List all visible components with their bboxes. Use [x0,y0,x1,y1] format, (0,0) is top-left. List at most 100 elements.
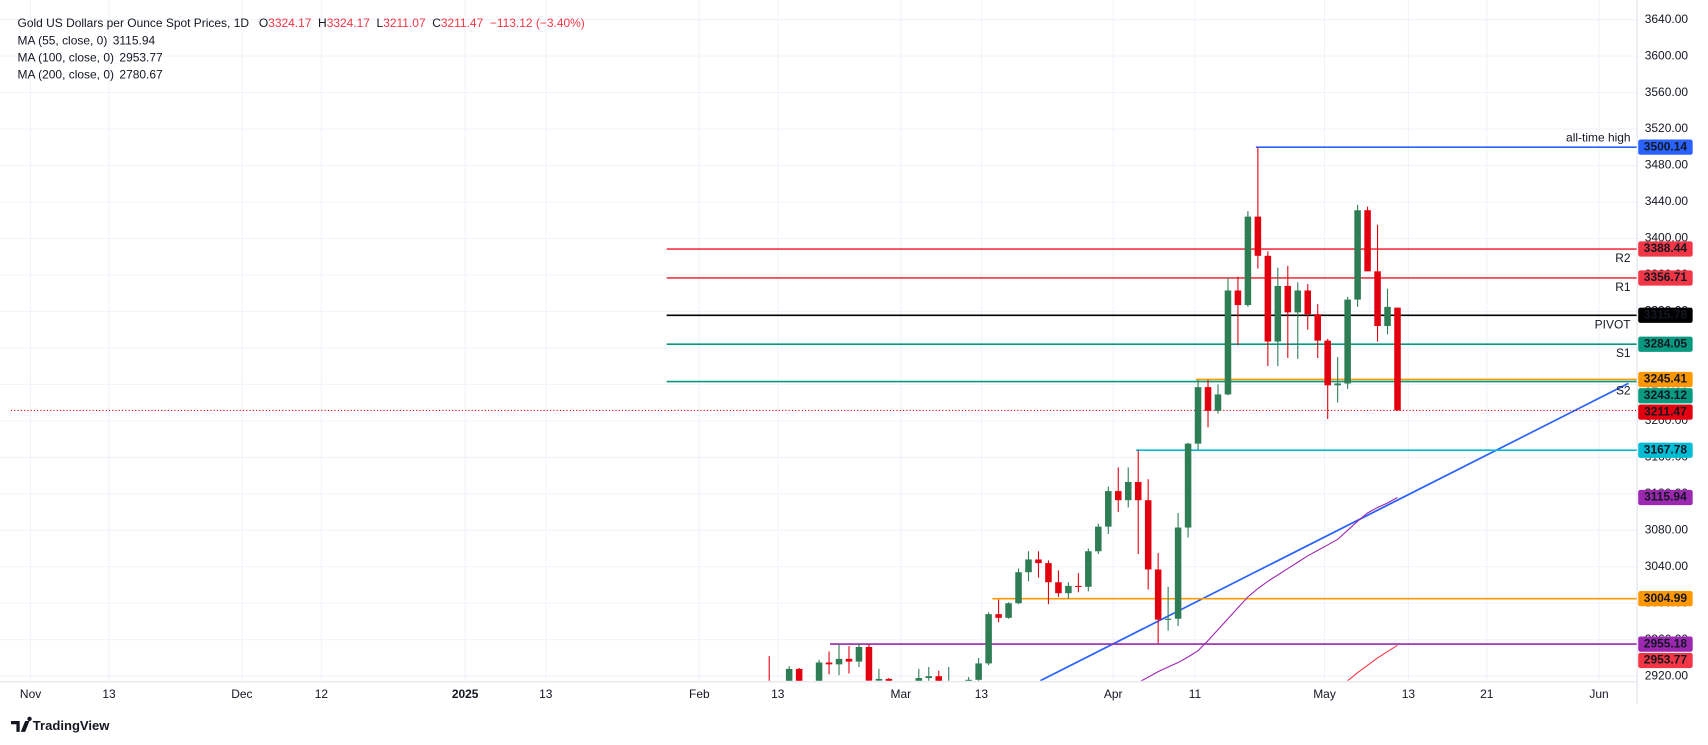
moving-average [1347,644,1398,681]
price-tag-label: 3167.78 [1644,442,1688,456]
y-tick-label: 3400.00 [1645,231,1689,245]
candle-body [885,678,893,681]
candle-body [1264,255,1272,342]
x-tick-label: 13 [975,687,989,701]
x-tick-label: 13 [1402,687,1416,701]
grid [0,0,1638,681]
candle-body [1015,572,1022,604]
candle-body [1284,285,1292,313]
candle-body [1174,527,1182,619]
candle-body [1314,314,1321,341]
y-tick-label: 2920.00 [1645,668,1689,682]
candle-body [1304,290,1312,315]
ohlc-value: 3324.17 [327,16,371,30]
brand-text: TradingView [33,718,111,733]
legend: MA (55, close, 0) 3115.94 MA (100, close, … [18,34,164,82]
x-tick-label: 12 [315,687,329,701]
level-label: S2 [1616,384,1631,398]
candle-body [1134,481,1142,501]
legend-name: MA (55, close, 0) [18,34,108,48]
y-tick-label: 3560.00 [1645,85,1689,99]
candle-body [1214,394,1222,411]
moving-average [1140,497,1398,681]
symbol-title: Gold US Dollars per Ounce Spot Prices, 1… [18,16,250,30]
ohlc-value: 3211.47 [441,16,484,30]
candle-body [1085,551,1092,587]
candle-body [1324,340,1331,386]
candle-body [1075,585,1082,587]
x-tick-label: 13 [771,687,785,701]
x-tick-label: Nov [20,687,41,701]
candle-body [865,647,873,681]
y-tick-label: 3640.00 [1645,12,1689,26]
price-tag [1638,336,1693,352]
candle-body [1154,569,1162,620]
price-tag [1638,371,1693,388]
candle-body [915,678,923,681]
candle-body [1294,290,1302,313]
candle-body [1384,306,1391,327]
candle-body [1204,387,1212,411]
legend-value: 2780.67 [119,67,163,81]
level-label: all-time high [1566,131,1631,145]
y-tick-label: 3520.00 [1645,121,1689,135]
candle-body [1394,307,1401,411]
candle-body [785,668,793,681]
ohlc-label: H [318,16,327,30]
candle-body [795,668,803,681]
ohlc-label: C [432,16,441,30]
x-tick-label: Dec [231,687,252,701]
x-tick-label: Feb [689,687,710,701]
price-tag [1638,652,1693,669]
legend-name: MA (200, close, 0) [18,67,114,81]
candle-body [975,663,982,680]
candle-body [1045,563,1052,583]
candle-body [965,679,972,681]
ohlc-value: 3211.07 [383,16,426,30]
x-tick-label: 21 [1480,687,1494,701]
price-tag-label: 3004.99 [1644,591,1688,605]
level-label: R2 [1615,251,1631,265]
candle-body [1025,559,1032,573]
candle-body [925,676,933,679]
y-tick-label: 3440.00 [1645,194,1689,208]
change: −113.12 (−3.40%) [490,16,585,30]
price-tag-label: 3211.47 [1644,404,1687,418]
x-tick-label: 2025 [452,687,479,701]
candle-body [1065,585,1072,594]
x-tick-label: 13 [102,687,116,701]
candle-body [1274,285,1282,342]
price-tag [1638,139,1693,155]
legend-name: MA (100, close, 0) [18,50,114,64]
candle-body [1005,603,1012,618]
candle-body [845,658,853,662]
price-tag-label: 3243.12 [1644,388,1688,402]
candle-body [1035,559,1042,564]
level-label: S1 [1616,346,1631,360]
candle-body [1374,271,1381,327]
price-tag [1638,489,1693,506]
candle-body [1055,582,1062,594]
candle-body [985,614,992,664]
candle-body [1234,290,1242,306]
y-tick-label: 3040.00 [1645,559,1689,573]
price-tags: 3500.14 3388.44 3356.71 3315.78 3284.05 3243.… [1638,139,1693,669]
price-tag [1638,591,1693,607]
brand-logo [10,716,32,732]
candle-body [1144,500,1152,570]
candle-body [1364,210,1371,272]
price-tag [1638,388,1693,404]
price-tag-label: 3356.71 [1644,270,1688,284]
price-tag [1638,307,1693,323]
price-tag-label: 3500.14 [1644,139,1688,153]
candle-body [1105,491,1112,527]
brand: TradingView [10,716,111,733]
x-tick-label: Mar [891,687,912,701]
candle-body [1224,290,1232,395]
candle-body [1124,481,1132,501]
x-tick-label: 13 [539,687,553,701]
price-tag-label: 3388.44 [1644,241,1688,255]
plot-area: all-time high R2 R1 PIVOT S1 S2 [10,131,1638,681]
